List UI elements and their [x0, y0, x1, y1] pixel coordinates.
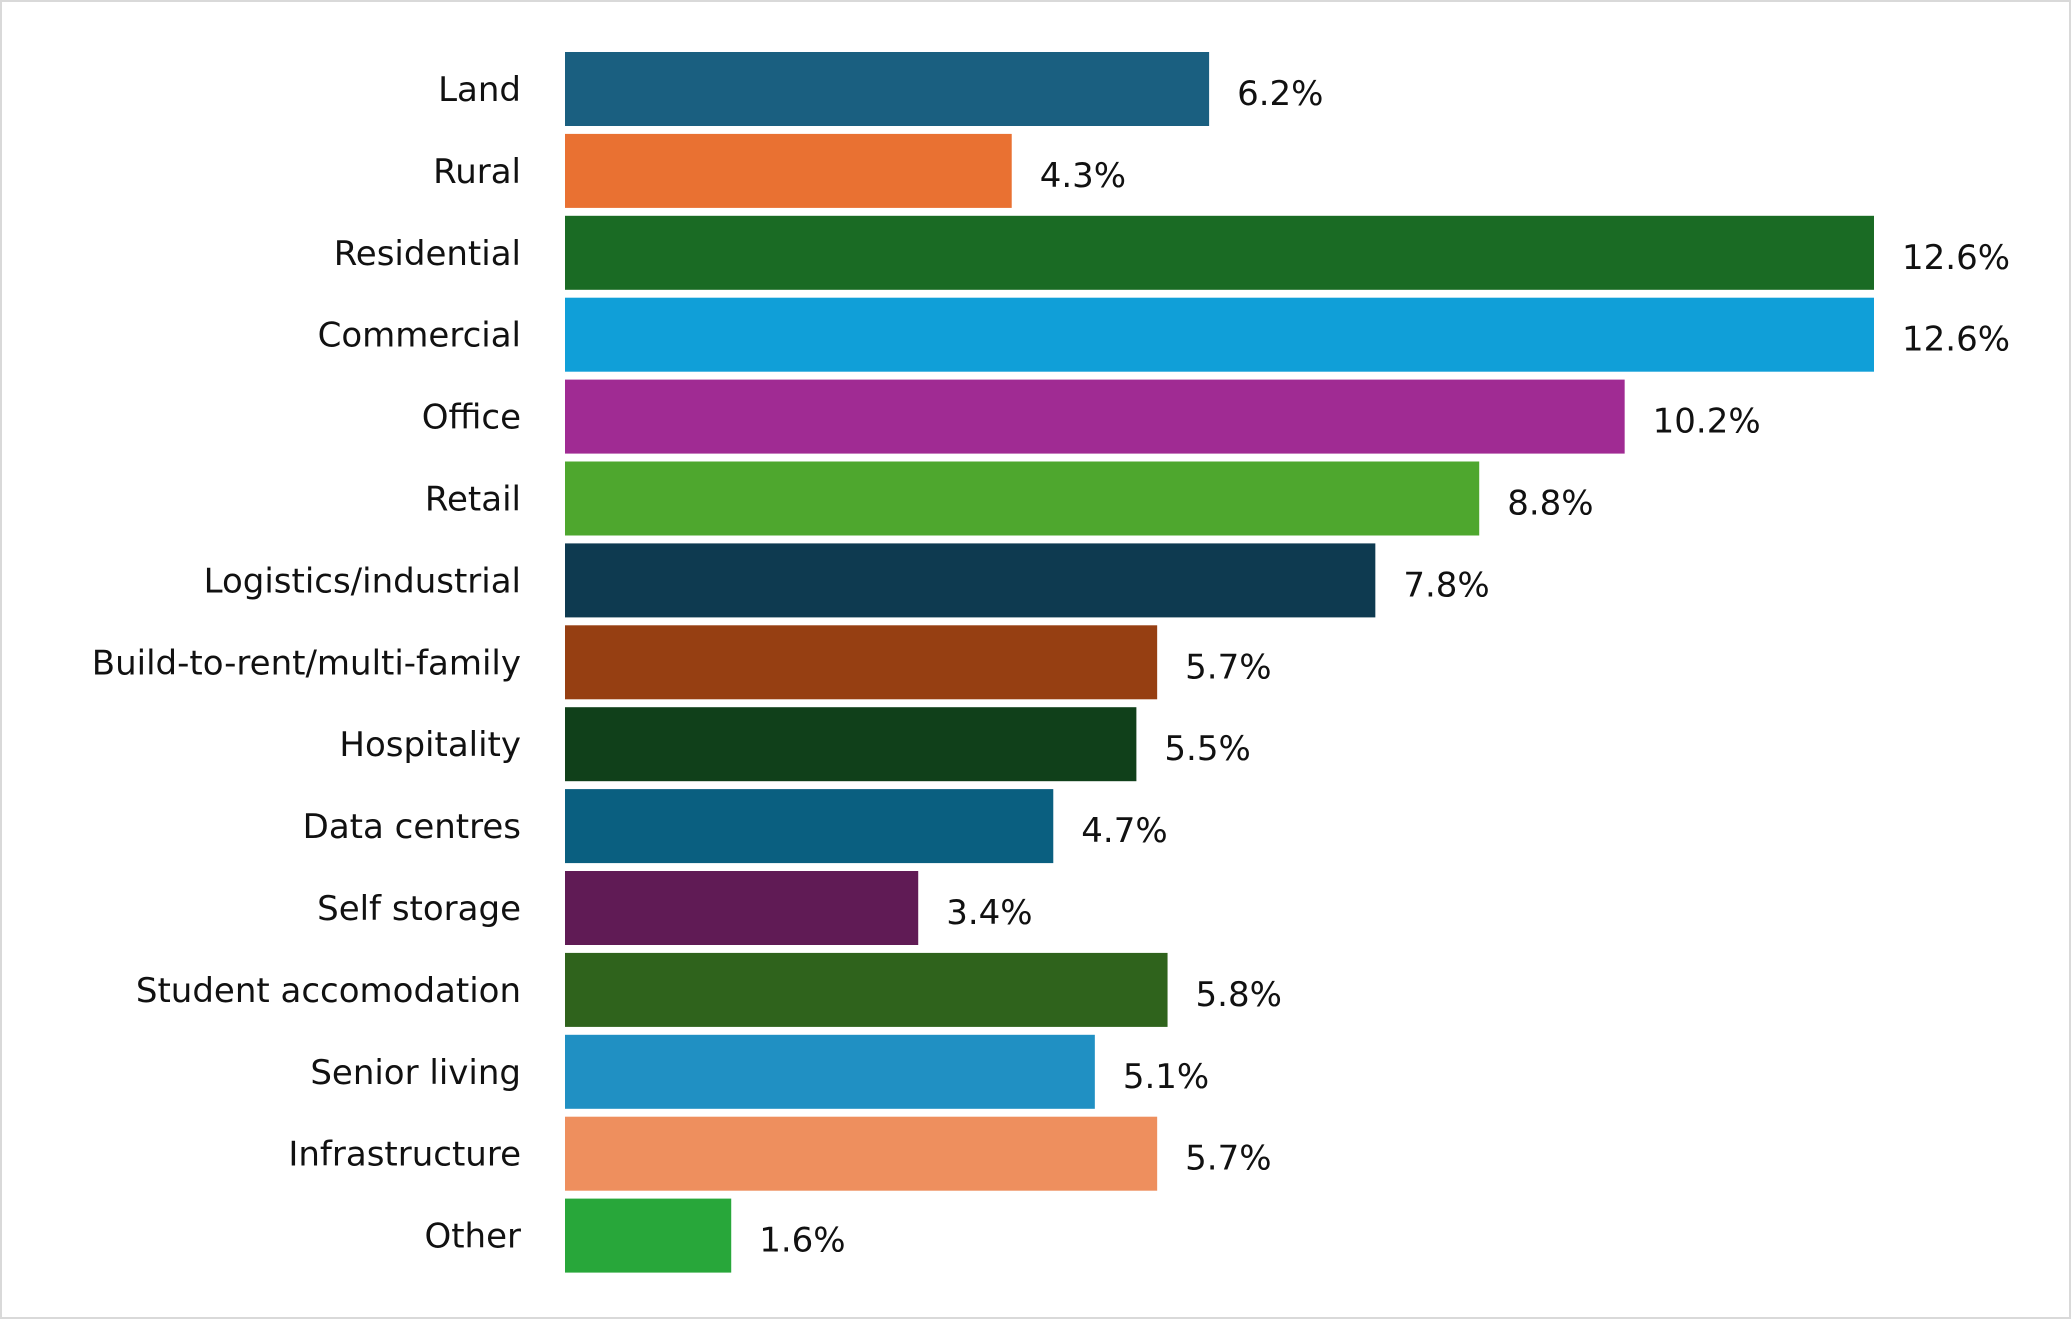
bar-hospitality — [565, 707, 1137, 782]
data-label: 5.7% — [1185, 1139, 1271, 1179]
bar-build-to-rent-multi-family — [565, 625, 1158, 700]
category-label: Rural — [433, 152, 521, 192]
category-label: Land — [438, 70, 521, 110]
category-label: Senior living — [310, 1053, 521, 1093]
category-label: Commercial — [318, 316, 521, 356]
category-label: Hospitality — [339, 725, 521, 765]
data-label: 5.7% — [1185, 647, 1271, 687]
bar-rural — [565, 133, 1012, 208]
bar-land — [565, 52, 1210, 126]
category-label: Office — [422, 398, 521, 438]
data-label: 1.6% — [759, 1221, 845, 1261]
data-label: 3.4% — [946, 893, 1032, 933]
category-label: Infrastructure — [288, 1135, 521, 1175]
bar-data-centres — [565, 789, 1054, 864]
category-label: Self storage — [317, 889, 521, 929]
data-label: 8.8% — [1507, 484, 1593, 524]
category-label: Other — [424, 1217, 521, 1257]
bar-self-storage — [565, 871, 919, 945]
category-label: Logistics/industrial — [204, 561, 521, 601]
category-label: Student accomodation — [136, 971, 521, 1011]
bar-logistics-industrial — [565, 543, 1376, 618]
category-label: Residential — [334, 234, 521, 274]
data-label: 4.3% — [1040, 156, 1126, 196]
data-label: 5.8% — [1196, 975, 1282, 1015]
bar-office — [565, 379, 1625, 454]
bar-retail — [565, 461, 1480, 536]
data-label: 5.1% — [1123, 1057, 1209, 1097]
bar-residential — [565, 215, 1874, 290]
bar-commercial — [565, 297, 1874, 372]
data-label: 5.5% — [1164, 729, 1250, 769]
category-label: Data centres — [303, 807, 521, 847]
data-label: 6.2% — [1237, 74, 1323, 114]
data-label: 10.2% — [1653, 402, 1761, 442]
data-label: 12.6% — [1902, 238, 2010, 278]
data-label: 12.6% — [1902, 320, 2010, 360]
bar-senior-living — [565, 1034, 1095, 1109]
category-label: Retail — [425, 480, 521, 520]
bar-infrastructure — [565, 1116, 1158, 1191]
data-label: 7.8% — [1403, 565, 1489, 605]
data-label: 4.7% — [1081, 811, 1167, 851]
bar-other — [565, 1198, 732, 1273]
bar-student-accomodation — [565, 952, 1168, 1027]
category-label: Build-to-rent/multi-family — [92, 643, 521, 683]
